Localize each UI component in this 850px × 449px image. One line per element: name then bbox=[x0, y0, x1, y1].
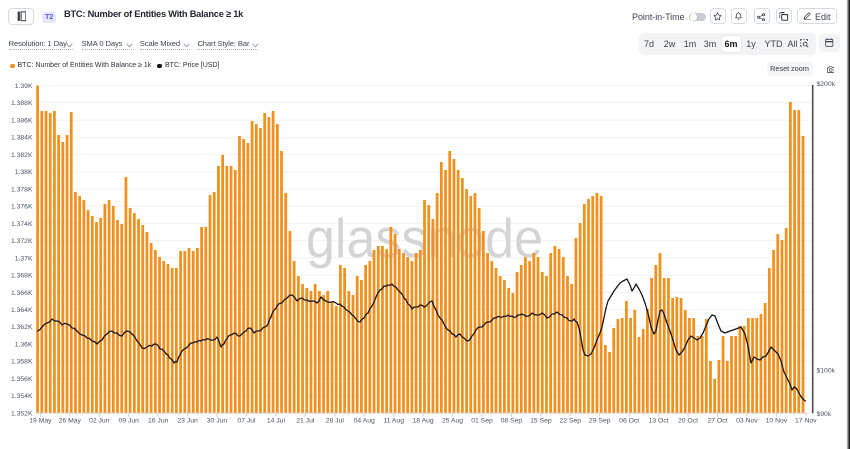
svg-text:19 May: 19 May bbox=[29, 418, 52, 425]
svg-text:1.386K: 1.386K bbox=[11, 118, 33, 125]
svg-text:20 Oct: 20 Oct bbox=[678, 418, 698, 425]
svg-text:15 Sep: 15 Sep bbox=[530, 418, 552, 425]
svg-text:27 Oct: 27 Oct bbox=[707, 418, 727, 425]
svg-text:28 Jul: 28 Jul bbox=[326, 418, 345, 425]
svg-text:1.354K: 1.354K bbox=[11, 393, 33, 400]
svg-text:1.376K: 1.376K bbox=[11, 204, 33, 211]
svg-text:10 Nov: 10 Nov bbox=[766, 418, 788, 425]
svg-text:14 Jul: 14 Jul bbox=[267, 418, 286, 425]
svg-text:1.368K: 1.368K bbox=[11, 273, 33, 280]
svg-text:02 Jun: 02 Jun bbox=[89, 418, 110, 425]
svg-text:18 Aug: 18 Aug bbox=[413, 418, 434, 425]
svg-text:22 Sep: 22 Sep bbox=[560, 418, 582, 425]
svg-text:29 Sep: 29 Sep bbox=[589, 418, 611, 425]
svg-text:04 Aug: 04 Aug bbox=[354, 418, 375, 425]
svg-text:30 Jun: 30 Jun bbox=[207, 418, 228, 425]
svg-text:1.352K: 1.352K bbox=[11, 410, 33, 417]
svg-text:07 Jul: 07 Jul bbox=[237, 418, 256, 425]
svg-text:06 Oct: 06 Oct bbox=[619, 418, 639, 425]
svg-text:1.39K: 1.39K bbox=[15, 83, 33, 90]
svg-text:1.37K: 1.37K bbox=[15, 255, 33, 262]
svg-text:09 Jun: 09 Jun bbox=[118, 418, 139, 425]
svg-text:26 May: 26 May bbox=[59, 418, 82, 425]
svg-text:23 Jun: 23 Jun bbox=[177, 418, 198, 425]
svg-text:1.372K: 1.372K bbox=[11, 238, 33, 245]
svg-text:1.384K: 1.384K bbox=[11, 135, 33, 142]
svg-text:$200k: $200k bbox=[817, 81, 836, 88]
svg-text:$100k: $100k bbox=[817, 368, 836, 375]
svg-text:16 Jun: 16 Jun bbox=[148, 418, 169, 425]
svg-text:1.374K: 1.374K bbox=[11, 221, 33, 228]
svg-text:1.358K: 1.358K bbox=[11, 359, 33, 366]
svg-text:25 Aug: 25 Aug bbox=[442, 418, 463, 425]
svg-text:21 Jul: 21 Jul bbox=[296, 418, 315, 425]
svg-text:08 Sep: 08 Sep bbox=[501, 418, 523, 425]
svg-text:1.356K: 1.356K bbox=[11, 376, 33, 383]
svg-text:1.362K: 1.362K bbox=[11, 324, 33, 331]
svg-text:1.36K: 1.36K bbox=[15, 341, 33, 348]
svg-text:1.388K: 1.388K bbox=[11, 100, 33, 107]
svg-text:1.364K: 1.364K bbox=[11, 307, 33, 314]
svg-text:11 Aug: 11 Aug bbox=[383, 418, 404, 425]
svg-text:1.366K: 1.366K bbox=[11, 290, 33, 297]
svg-text:1.382K: 1.382K bbox=[11, 152, 33, 159]
svg-text:$90k: $90k bbox=[817, 411, 832, 418]
svg-text:13 Oct: 13 Oct bbox=[649, 418, 669, 425]
svg-text:1.378K: 1.378K bbox=[11, 186, 33, 193]
svg-text:01 Sep: 01 Sep bbox=[471, 418, 493, 425]
svg-text:1.38K: 1.38K bbox=[15, 169, 33, 176]
svg-text:03 Nov: 03 Nov bbox=[736, 418, 758, 425]
svg-text:17 Nov: 17 Nov bbox=[795, 418, 817, 425]
